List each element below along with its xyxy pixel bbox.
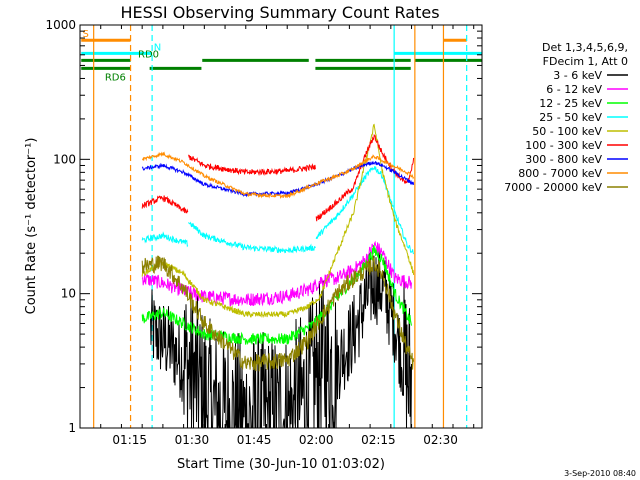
- series-line-3-2: [315, 166, 415, 255]
- legend-label-7: 800 - 7000 keV: [518, 167, 602, 180]
- chart-title: HESSI Observing Summary Count Rates: [120, 3, 439, 22]
- legend-label-4: 50 - 100 keV: [532, 125, 602, 138]
- legend-label-0: 3 - 6 keV: [553, 69, 602, 82]
- flag-label-n: N: [154, 42, 161, 53]
- flag-label-rd6: RD6: [105, 72, 126, 83]
- flag-label-rd0: RD0: [138, 49, 159, 60]
- legend-label-1: 6 - 12 keV: [546, 83, 602, 96]
- legend-label-3: 25 - 50 keV: [539, 111, 602, 124]
- series-line-5-1: [188, 154, 316, 177]
- legend-header-line-1: Det 1,3,4,5,6,9,: [542, 41, 628, 54]
- series-line-6-0: [141, 160, 415, 198]
- x-tick-label-3: 02:00: [299, 433, 334, 447]
- series-7: [141, 151, 415, 199]
- x-tick-label-1: 01:30: [175, 433, 210, 447]
- x-tick-label-4: 02:15: [361, 433, 396, 447]
- legend-label-8: 7000 - 20000 keV: [504, 181, 602, 194]
- x-tick-label-2: 01:45: [237, 433, 272, 447]
- x-axis-label: Start Time (30-Jun-10 01:03:02): [177, 457, 385, 472]
- x-axis: 01:15 01:30 01:45 02:00 02:15 02:30: [100, 25, 475, 447]
- legend-header-line-2: FDecim 1, Att 0: [543, 55, 628, 68]
- y-axis-label: Count Rate (s⁻¹ detector⁻¹): [24, 138, 39, 315]
- legend-label-5: 100 - 300 keV: [525, 139, 602, 152]
- x-tick-label-0: 01:15: [112, 433, 147, 447]
- series-3: [141, 166, 415, 255]
- series-line-3-0: [141, 231, 189, 248]
- series-5: [141, 133, 415, 222]
- y-tick-label-1: 10: [61, 287, 76, 301]
- series-line-7-0: [141, 151, 415, 199]
- series-8: [141, 255, 415, 372]
- y-tick-label-0: 1: [68, 421, 76, 435]
- timestamp: 3-Sep-2010 08:40: [564, 469, 636, 478]
- series-line-5-0: [141, 195, 189, 214]
- series-line-3-1: [188, 221, 316, 254]
- legend-label-2: 12 - 25 keV: [539, 97, 602, 110]
- legend: Det 1,3,4,5,6,9, FDecim 1, Att 0 3 - 6 k…: [504, 41, 628, 194]
- series-6: [141, 160, 415, 198]
- series-group: [141, 123, 415, 429]
- series-line-8-0: [141, 255, 415, 372]
- x-tick-label-5: 02:30: [423, 433, 458, 447]
- plot-frame: [79, 24, 483, 429]
- y-tick-label-2: 100: [53, 152, 76, 166]
- y-tick-label-3: 1000: [45, 18, 76, 32]
- y-axis: 1 10 100 1000: [45, 18, 482, 435]
- flag-label-s: S: [82, 29, 88, 40]
- legend-label-6: 300 - 800 keV: [525, 153, 602, 166]
